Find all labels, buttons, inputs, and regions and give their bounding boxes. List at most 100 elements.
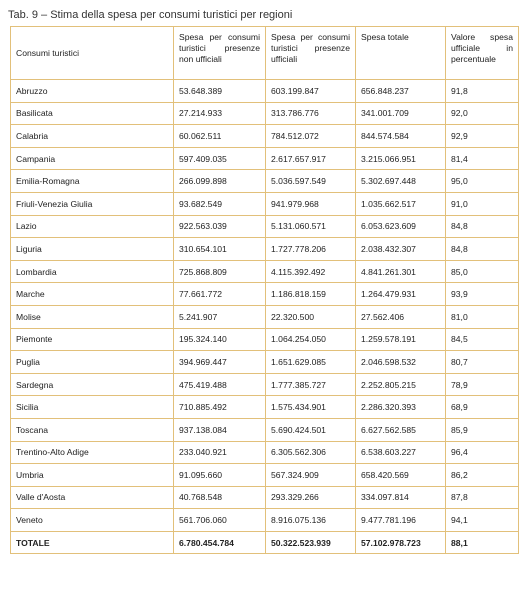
table-row: Liguria 310.654.101 1.727.778.206 2.038.432… (10, 237, 519, 261)
region-cell: Calabria (10, 124, 174, 148)
spesa-totale-cell: 6.538.603.227 (355, 440, 446, 465)
total-row: TOTALE 6.780.454.784 50.322.523.939 57.102.… (10, 530, 519, 555)
region-cell: Umbria (10, 463, 174, 487)
spesa-non-ufficiali-cell: 60.062.511 (173, 124, 266, 148)
spesa-totale-cell: 57.102.978.723 (355, 530, 446, 555)
table-row: Sicilia 710.885.492 1.575.434.901 2.286.320… (10, 395, 519, 419)
percentuale-cell: 85,9 (445, 417, 519, 442)
percentuale-cell: 93,9 (445, 282, 519, 306)
spesa-non-ufficiali-cell: 310.654.101 (173, 237, 266, 261)
spesa-totale-cell: 1.259.578.191 (355, 327, 446, 352)
spesa-non-ufficiali-cell: 475.419.488 (173, 372, 266, 397)
spesa-totale-cell: 1.264.479.931 (355, 282, 446, 306)
spesa-ufficiali-cell: 1.575.434.901 (265, 395, 356, 419)
percentuale-cell: 80,7 (445, 350, 519, 374)
percentuale-cell: 92,9 (445, 124, 519, 148)
table-row: Valle d'Aosta 40.768.548 293.329.266 334.09… (10, 485, 519, 510)
percentuale-cell: 96,4 (445, 440, 519, 465)
spesa-totale-cell: 6.627.562.585 (355, 417, 446, 442)
region-cell: Lombardia (10, 259, 174, 284)
spesa-ufficiali-cell: 1.186.818.159 (265, 282, 356, 306)
region-cell: Basilicata (10, 101, 174, 126)
region-cell: Molise (10, 304, 174, 329)
region-cell: Sardegna (10, 372, 174, 397)
spesa-ufficiali-cell: 293.329.266 (265, 485, 356, 510)
table-row: Calabria 60.062.511 784.512.072 844.574.584… (10, 124, 519, 148)
spesa-non-ufficiali-cell: 27.214.933 (173, 101, 266, 126)
region-cell: Toscana (10, 417, 174, 442)
spesa-ufficiali-cell: 5.131.060.571 (265, 214, 356, 239)
spesa-ufficiali-cell: 567.324.909 (265, 463, 356, 487)
spesa-non-ufficiali-cell: 5.241.907 (173, 304, 266, 329)
spesa-non-ufficiali-cell: 53.648.389 (173, 79, 266, 103)
spending-table: Consumi turistici Spesa per consumi turi… (10, 26, 519, 555)
spesa-totale-cell: 9.477.781.196 (355, 508, 446, 532)
percentuale-cell: 84,5 (445, 327, 519, 352)
spesa-ufficiali-cell: 5.036.597.549 (265, 169, 356, 193)
spesa-non-ufficiali-cell: 6.780.454.784 (173, 530, 266, 555)
percentuale-cell: 81,4 (445, 146, 519, 171)
spesa-totale-cell: 658.420.569 (355, 463, 446, 487)
header-row: Consumi turistici Spesa per consumi turi… (10, 26, 519, 80)
spesa-non-ufficiali-cell: 561.706.060 (173, 508, 266, 532)
percentuale-cell: 84,8 (445, 237, 519, 261)
region-cell: TOTALE (10, 530, 174, 555)
table-row: Basilicata 27.214.933 313.786.776 341.001.7… (10, 101, 519, 126)
table-caption: Tab. 9 – Stima della spesa per consumi t… (8, 9, 293, 21)
region-cell: Friuli-Venezia Giulia (10, 191, 174, 216)
spesa-totale-cell: 27.562.406 (355, 304, 446, 329)
percentuale-cell: 95,0 (445, 169, 519, 193)
region-cell: Valle d'Aosta (10, 485, 174, 510)
region-cell: Emilia-Romagna (10, 169, 174, 193)
header-valore-percentuale: Valore spesa ufficiale in percentuale (445, 26, 519, 80)
spesa-totale-cell: 844.574.584 (355, 124, 446, 148)
spesa-totale-cell: 656.848.237 (355, 79, 446, 103)
spesa-non-ufficiali-cell: 394.969.447 (173, 350, 266, 374)
region-cell: Abruzzo (10, 79, 174, 103)
spesa-totale-cell: 2.286.320.393 (355, 395, 446, 419)
spesa-ufficiali-cell: 5.690.424.501 (265, 417, 356, 442)
percentuale-cell: 81,0 (445, 304, 519, 329)
table-row: Puglia 394.969.447 1.651.629.085 2.046.598.… (10, 350, 519, 374)
spesa-totale-cell: 4.841.261.301 (355, 259, 446, 284)
percentuale-cell: 92,0 (445, 101, 519, 126)
region-cell: Veneto (10, 508, 174, 532)
region-cell: Marche (10, 282, 174, 306)
table-row: Campania 597.409.035 2.617.657.917 3.215.06… (10, 146, 519, 171)
region-cell: Trentino-Alto Adige (10, 440, 174, 465)
spesa-non-ufficiali-cell: 91.095.660 (173, 463, 266, 487)
percentuale-cell: 78,9 (445, 372, 519, 397)
table-row: Piemonte 195.324.140 1.064.254.050 1.259.57… (10, 327, 519, 352)
table-row: Abruzzo 53.648.389 603.199.847 656.848.237 9… (10, 79, 519, 103)
percentuale-cell: 91,8 (445, 79, 519, 103)
spesa-ufficiali-cell: 50.322.523.939 (265, 530, 356, 555)
spesa-non-ufficiali-cell: 937.138.084 (173, 417, 266, 442)
spesa-totale-cell: 6.053.623.609 (355, 214, 446, 239)
spesa-ufficiali-cell: 784.512.072 (265, 124, 356, 148)
header-consumi-turistici: Consumi turistici (10, 26, 174, 80)
spesa-totale-cell: 1.035.662.517 (355, 191, 446, 216)
table-row: Lombardia 725.868.809 4.115.392.492 4.841.2… (10, 259, 519, 284)
table-row: Marche 77.661.772 1.186.818.159 1.264.479.9… (10, 282, 519, 306)
region-cell: Piemonte (10, 327, 174, 352)
spesa-ufficiali-cell: 22.320.500 (265, 304, 356, 329)
spesa-ufficiali-cell: 1.651.629.085 (265, 350, 356, 374)
table-row: Lazio 922.563.039 5.131.060.571 6.053.623.6… (10, 214, 519, 239)
percentuale-cell: 85,0 (445, 259, 519, 284)
table-row: Toscana 937.138.084 5.690.424.501 6.627.562… (10, 417, 519, 442)
spesa-ufficiali-cell: 603.199.847 (265, 79, 356, 103)
table-row: Trentino-Alto Adige 233.040.921 6.305.562.… (10, 440, 519, 465)
spesa-totale-cell: 3.215.066.951 (355, 146, 446, 171)
spesa-totale-cell: 2.038.432.307 (355, 237, 446, 261)
header-spesa-totale: Spesa totale (355, 26, 446, 80)
spesa-non-ufficiali-cell: 40.768.548 (173, 485, 266, 510)
percentuale-cell: 88,1 (445, 530, 519, 555)
spesa-totale-cell: 341.001.709 (355, 101, 446, 126)
spesa-ufficiali-cell: 2.617.657.917 (265, 146, 356, 171)
spesa-non-ufficiali-cell: 195.324.140 (173, 327, 266, 352)
table-body: Abruzzo 53.648.389 603.199.847 656.848.237 9… (10, 79, 519, 555)
table-row: Emilia-Romagna 266.099.898 5.036.597.549 5.… (10, 169, 519, 193)
spesa-ufficiali-cell: 8.916.075.136 (265, 508, 356, 532)
spesa-totale-cell: 5.302.697.448 (355, 169, 446, 193)
spesa-totale-cell: 2.046.598.532 (355, 350, 446, 374)
